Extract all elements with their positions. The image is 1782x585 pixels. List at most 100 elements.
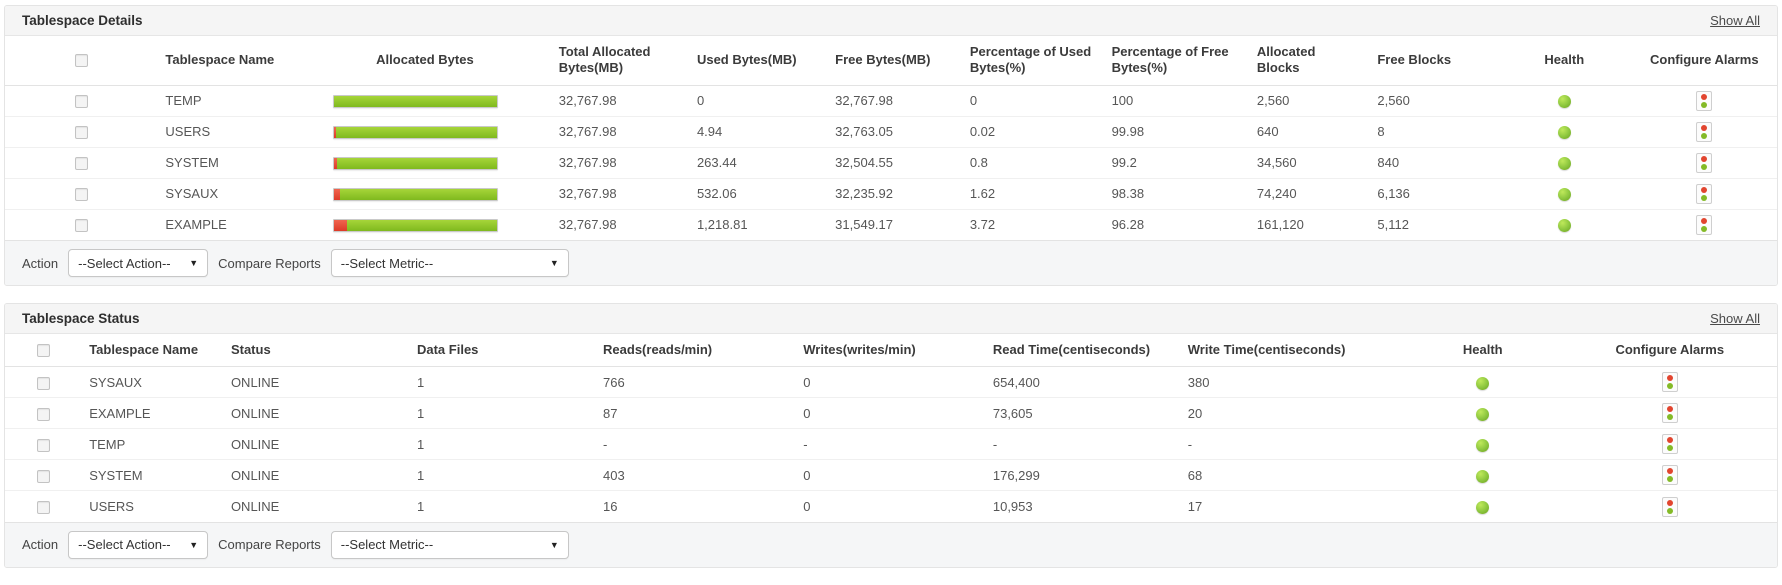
data_files-cell: 1 [416, 499, 425, 514]
reads-cell: 87 [603, 405, 618, 421]
section-header: Tablespace Details Show All [5, 6, 1777, 36]
free_pct-cell: 99.2 [1111, 155, 1137, 170]
row-checkbox[interactable] [36, 501, 50, 515]
row-checkbox[interactable] [36, 438, 50, 452]
used_pct-cell: 0.8 [969, 155, 988, 170]
name-cell: SYSTEM [165, 155, 219, 170]
data_files-cell: 1 [416, 405, 425, 421]
health-ok-icon[interactable] [1476, 469, 1490, 483]
status-cell: ONLINE [230, 405, 280, 421]
configure-alarms-icon[interactable] [1696, 90, 1713, 111]
row-checkbox[interactable] [36, 469, 50, 483]
tablespace-page: Tablespace Details Show All Tablespace N… [4, 5, 1778, 568]
configure-alarms-icon[interactable] [1661, 372, 1678, 393]
select-metric-dropdown[interactable]: --Select Metric-- ▼ [330, 530, 569, 559]
show-all-link[interactable]: Show All [1710, 13, 1760, 28]
used_mb-cell: 4.94 [696, 124, 723, 139]
read_time-cell: 176,299 [992, 467, 1040, 483]
row-checkbox[interactable] [36, 376, 50, 390]
health-ok-icon[interactable] [1557, 219, 1571, 233]
alarm-green-dot [1666, 383, 1673, 390]
free_mb-cell: 32,767.98 [835, 93, 893, 108]
alarm-red-dot [1666, 375, 1673, 382]
column-header: Free Bytes(MB) [835, 52, 931, 68]
status-cell: ONLINE [230, 374, 280, 390]
total_allocated_mb-cell: 32,767.98 [558, 155, 617, 170]
free_blocks-cell: 5,112 [1377, 217, 1409, 233]
read_time-cell: - [992, 436, 998, 452]
used_mb-cell: 263.44 [696, 155, 737, 170]
alarm-red-dot [1666, 499, 1673, 506]
write_time-cell: 20 [1187, 405, 1203, 421]
table-row: TEMP 32,767.98 0 32,767.98 0 100 2,560 2,560 [5, 85, 1777, 116]
select-metric-value: --Select Metric-- [340, 537, 434, 553]
health-ok-icon[interactable] [1476, 501, 1490, 515]
row-checkbox[interactable] [74, 126, 88, 140]
total_allocated_mb-cell: 32,767.98 [558, 217, 617, 233]
alarm-red-dot [1666, 437, 1673, 444]
health-ok-icon[interactable] [1476, 376, 1490, 390]
alarm-green-dot [1666, 445, 1673, 452]
select-action-value: --Select Action-- [78, 537, 171, 553]
health-ok-icon[interactable] [1476, 438, 1490, 452]
row-checkbox[interactable] [74, 95, 88, 109]
select-all-checkbox[interactable] [36, 344, 50, 358]
table-row: EXAMPLE 32,767.98 1,218.81 31,549.17 3.72 96.… [5, 209, 1777, 240]
health-ok-icon[interactable] [1476, 407, 1490, 421]
section-header: Tablespace Status Show All [5, 304, 1777, 334]
tablespace-status-section: Tablespace Status Show All Tablespace Na… [4, 303, 1778, 568]
reads-cell: 16 [603, 499, 618, 514]
table-row: SYSAUX ONLINE 1 766 0 654,400 380 [5, 367, 1777, 398]
free_pct-cell: 96.28 [1111, 217, 1145, 233]
column-header: Configure Alarms [1650, 52, 1759, 68]
select-all-checkbox[interactable] [74, 54, 88, 68]
chevron-down-icon: ▼ [549, 258, 559, 268]
used_pct-cell: 0.02 [969, 124, 996, 139]
health-ok-icon[interactable] [1557, 157, 1571, 171]
action-label: Action [22, 537, 59, 553]
row-checkbox[interactable] [74, 188, 88, 202]
name-cell: EXAMPLE [165, 217, 227, 233]
health-ok-icon[interactable] [1557, 126, 1571, 140]
table-row: SYSAUX 32,767.98 532.06 32,235.92 1.62 98.38 7… [5, 178, 1777, 209]
row-checkbox[interactable] [74, 157, 88, 171]
row-checkbox[interactable] [74, 219, 88, 233]
total_allocated_mb-cell: 32,767.98 [558, 124, 617, 139]
select-action-dropdown[interactable]: --Select Action-- ▼ [68, 249, 209, 277]
select-metric-dropdown[interactable]: --Select Metric-- ▼ [330, 249, 569, 277]
configure-alarms-icon[interactable] [1661, 434, 1678, 455]
write_time-cell: 17 [1187, 499, 1203, 514]
configure-alarms-icon[interactable] [1696, 214, 1713, 235]
configure-alarms-icon[interactable] [1696, 152, 1713, 173]
allocated-bytes-bar [333, 126, 499, 140]
read_time-cell: 10,953 [992, 499, 1033, 514]
alarm-red-dot [1701, 186, 1708, 193]
table-header-row: Tablespace Name Status Data Files Reads(… [5, 334, 1777, 367]
free_pct-cell: 99.98 [1111, 124, 1145, 139]
table-row: USERS ONLINE 1 16 0 10,953 17 [5, 491, 1777, 522]
row-checkbox[interactable] [36, 407, 50, 421]
column-header: Health [1544, 52, 1585, 68]
allocated_blocks-cell: 640 [1256, 124, 1279, 139]
allocated_blocks-cell: 2,560 [1256, 93, 1290, 108]
health-ok-icon[interactable] [1557, 95, 1571, 109]
select-action-dropdown[interactable]: --Select Action-- ▼ [68, 530, 209, 559]
configure-alarms-icon[interactable] [1696, 183, 1713, 204]
alarm-green-dot [1701, 101, 1708, 108]
column-header: Configure Alarms [1615, 342, 1725, 357]
name-cell: SYSTEM [89, 467, 143, 483]
free_mb-cell: 31,549.17 [835, 217, 893, 233]
health-ok-icon[interactable] [1557, 188, 1571, 202]
alarm-red-dot [1701, 217, 1708, 224]
chevron-down-icon: ▼ [549, 539, 559, 550]
alarm-green-dot [1701, 194, 1708, 201]
configure-alarms-icon[interactable] [1696, 121, 1713, 142]
configure-alarms-icon[interactable] [1661, 403, 1678, 424]
writes-cell: 0 [803, 467, 811, 483]
configure-alarms-icon[interactable] [1661, 465, 1678, 486]
name-cell: USERS [89, 499, 134, 514]
table-row: USERS 32,767.98 4.94 32,763.05 0.02 99.98 640 8 [5, 116, 1777, 147]
configure-alarms-icon[interactable] [1661, 496, 1678, 517]
allocated_blocks-cell: 34,560 [1256, 155, 1297, 170]
show-all-link[interactable]: Show All [1710, 311, 1760, 326]
